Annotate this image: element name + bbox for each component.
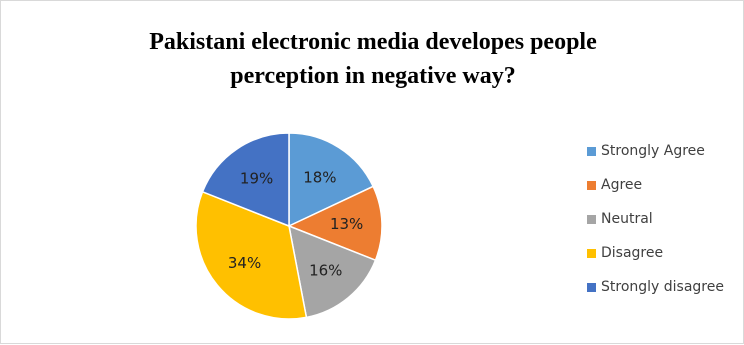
legend-label: Neutral <box>601 211 653 227</box>
data-label-agree: 13% <box>330 215 363 233</box>
data-label-neutral: 16% <box>309 261 342 279</box>
pie-slice-strongly-disagree <box>201 132 290 228</box>
legend-item-neutral: Neutral <box>587 202 724 236</box>
data-label-strongly-disagree: 19% <box>240 169 273 187</box>
chart-title: Pakistani electronic media developes peo… <box>1 25 744 93</box>
chart-title-line-2: perception in negative way? <box>230 63 516 89</box>
legend-label: Agree <box>601 177 643 193</box>
legend-item-agree: Agree <box>587 168 724 202</box>
chart-legend: Strongly Agree Agree Neutral Disagree Strong… <box>587 134 724 304</box>
data-label-strongly-agree: 18% <box>303 168 336 186</box>
legend-swatch <box>587 248 596 258</box>
data-label-disagree: 34% <box>228 254 261 272</box>
pie-slice-neutral <box>288 224 377 319</box>
legend-label: Disagree <box>601 245 664 261</box>
legend-swatch <box>587 146 596 156</box>
pie-slice-disagree <box>195 190 308 320</box>
legend-label: Strongly disagree <box>601 279 724 295</box>
chart-title-line-1: Pakistani electronic media developes peo… <box>149 29 597 55</box>
legend-item-strongly-disagree: Strongly disagree <box>587 270 724 304</box>
legend-swatch <box>587 214 596 224</box>
legend-swatch <box>587 282 596 292</box>
legend-item-disagree: Disagree <box>587 236 724 270</box>
pie-slice-agree <box>287 185 383 262</box>
legend-swatch <box>587 180 596 190</box>
legend-label: Strongly Agree <box>601 143 705 159</box>
pie-slice-strongly-agree <box>288 132 375 228</box>
legend-item-strongly-agree: Strongly Agree <box>587 134 724 168</box>
